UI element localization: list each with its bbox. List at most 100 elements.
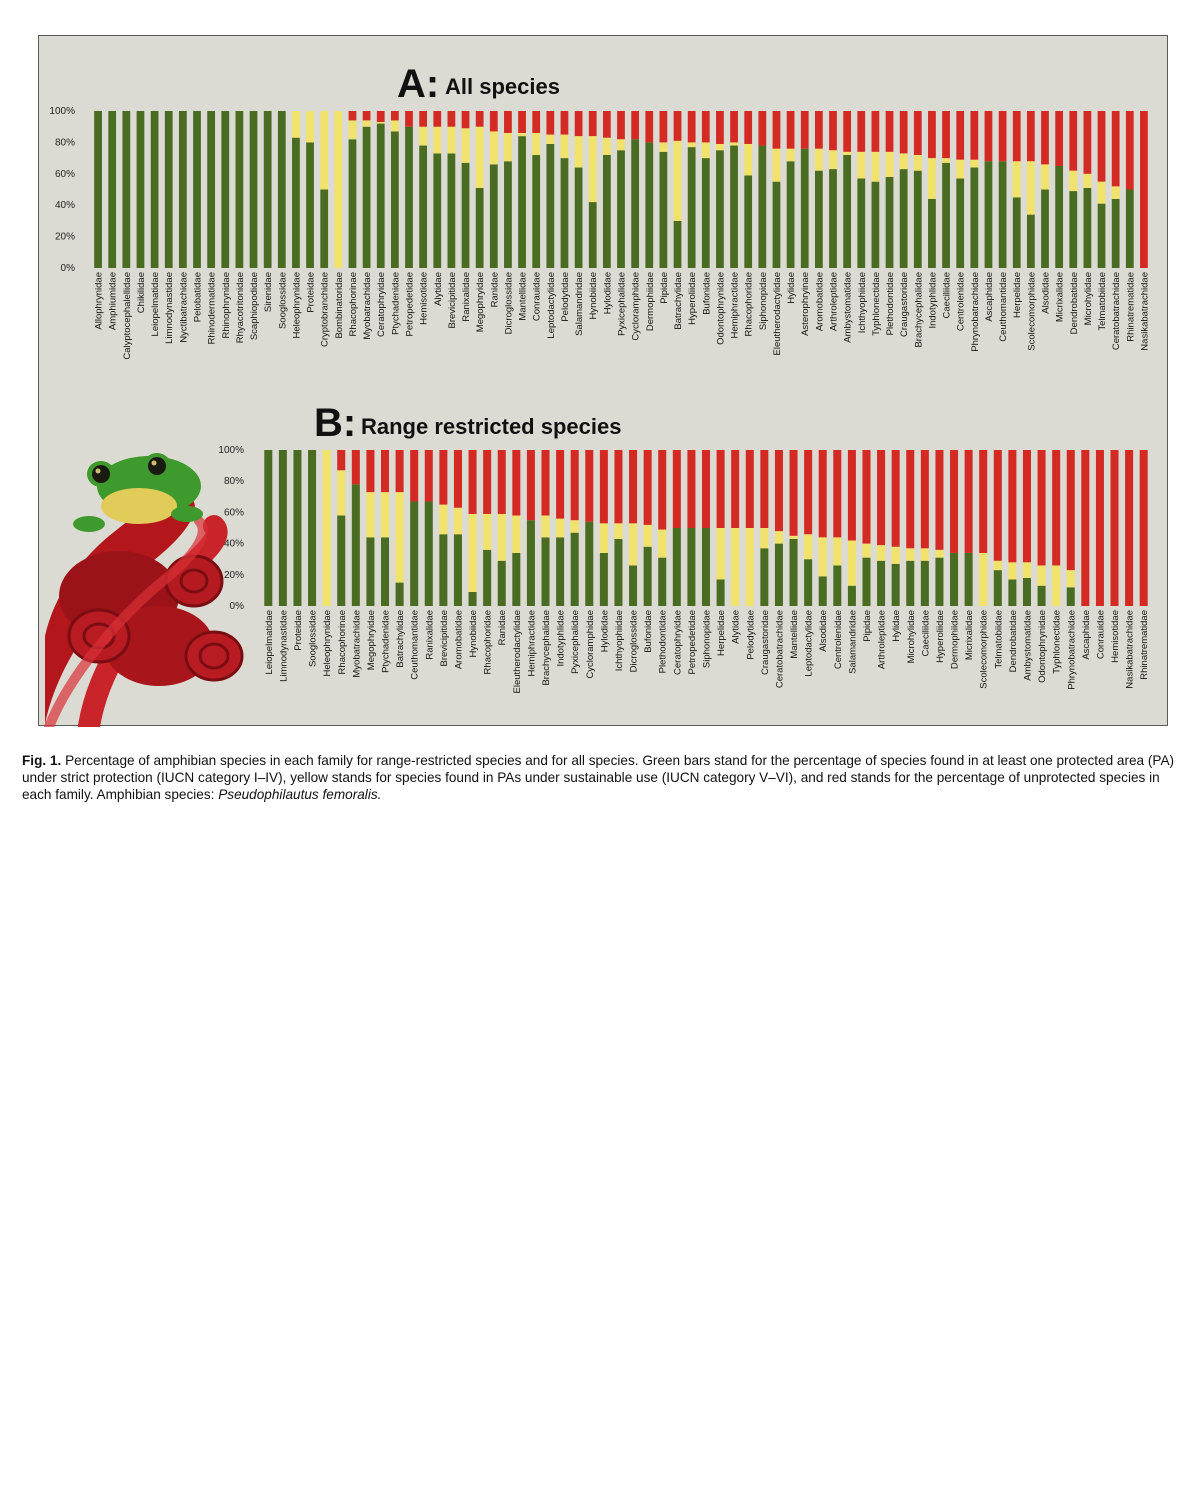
x-label-caeciliidae: Caeciliidae (942, 272, 953, 318)
bar-sustainable-typhlonectidae (871, 151, 880, 182)
bar-strict-bufonidae (701, 158, 710, 268)
bar-strict-batrachylidae (673, 220, 682, 268)
bar-sustainable-hylodidae (599, 523, 608, 553)
x-label-proteidae: Proteidae (293, 610, 304, 651)
bar-unprotected-aromobatidae (814, 111, 823, 149)
x-label-arthroleptidae: Arthroleptidae (829, 272, 840, 331)
bar-sustainable-caeciliidae (920, 548, 929, 561)
bar-unprotected-ceuthomantidae (998, 111, 1007, 162)
bar-unprotected-hemisotidae (419, 111, 428, 127)
bar-unprotected-myobatrachidae (362, 111, 371, 121)
x-label-hyperoliidae: Hyperoliidae (935, 610, 946, 663)
bar-sustainable-conrauidae (532, 132, 541, 155)
bar-strict-sooglossidae (308, 450, 317, 606)
x-label-ambystomatidae: Ambystomatidae (843, 272, 854, 343)
x-label-nasikabatrachidae: Nasikabatrachidae (1139, 272, 1150, 351)
x-label-craugastoridae: Craugastoridae (760, 610, 771, 675)
bar-unprotected-brevicipitidae (439, 450, 448, 505)
bar-strict-hemiphractidae (730, 145, 738, 268)
bar-sustainable-bombinatoridae (334, 111, 343, 268)
bar-unprotected-megophryidae (475, 111, 484, 127)
x-label-leiopelmatidae: Leiopelmatidae (264, 610, 275, 674)
x-label-scolecomorphidae: Scolecomorphidae (979, 610, 990, 689)
panel-b-title: Range restricted species (361, 414, 621, 439)
bar-strict-proteidae (293, 450, 302, 606)
bar-strict-hynobiidae (468, 591, 477, 606)
chart-a-ytick: 80% (55, 137, 75, 148)
bar-strict-amphiumidae (108, 111, 117, 268)
x-label-siphonopidae: Siphonopidae (702, 610, 713, 668)
bar-strict-limnodynastidae (278, 450, 287, 606)
bar-unprotected-ceratobatrachidae (774, 450, 783, 532)
bar-sustainable-arthroleptidae (829, 150, 837, 170)
bar-strict-microhylidae (1083, 187, 1092, 268)
bar-strict-eleutherodactylidae (772, 181, 781, 268)
bar-strict-ichthyophiidae (614, 538, 623, 606)
x-label-ptychadenidae: Ptychadenidae (390, 272, 401, 335)
bar-strict-ranixalidae (461, 162, 470, 268)
bar-sustainable-salamandridae (574, 136, 583, 168)
bar-sustainable-dicroglossidae (629, 523, 638, 566)
x-label-eleutherodactylidae: Eleutherodactylidae (512, 610, 523, 693)
figure-panel: 0% 20% 40% 60% 80% 100% Allophrynidae Amphiumid… (38, 35, 1168, 727)
bar-unprotected-ceratophryidae (672, 450, 681, 528)
x-label-myobatrachidae: Myobatrachidae (351, 610, 362, 678)
x-label-rhacophoridae: Rhacophoridae (744, 272, 755, 336)
x-label-hemisotidae: Hemisotidae (1110, 610, 1121, 663)
bar-sustainable-centrolenidae (956, 159, 965, 179)
bar-sustainable-telmatobiidae (1097, 181, 1106, 204)
bar-strict-pyxicephalidae (617, 150, 625, 268)
bar-strict-scaphiopodidae (249, 111, 258, 268)
bar-unprotected-brachycephalidae (541, 450, 550, 516)
x-label-ceratophryidae: Ceratophryidae (376, 272, 387, 337)
bar-strict-ceuthomantidae (998, 161, 1007, 268)
bar-unprotected-asterophryinae (800, 111, 809, 149)
bar-strict-centrolenidae (833, 565, 842, 606)
bar-unprotected-salamandridae (847, 450, 856, 541)
frog-on-red-plant-icon (44, 453, 244, 727)
caption-species: Pseudophilautus femoralis. (218, 787, 382, 802)
x-label-hyperoliidae: Hyperoliidae (687, 272, 698, 325)
bar-unprotected-ascaphidae (1081, 450, 1090, 606)
bar-strict-salamandridae (574, 167, 583, 268)
chart-b-ytick: 60% (224, 507, 244, 518)
x-label-craugastoridae: Craugastoridae (899, 272, 910, 337)
x-label-rhyacotritonidae: Rhyacotritonidae (235, 272, 246, 343)
x-label-hylidae: Hylidae (786, 272, 797, 304)
bar-unprotected-ptychadenidae (381, 450, 390, 493)
bar-sustainable-hynobiidae (468, 513, 477, 592)
bar-strict-caeciliidae (920, 560, 929, 606)
bar-sustainable-odontophrynidae (716, 143, 724, 151)
bar-unprotected-dermophiidae (645, 111, 654, 143)
bar-strict-alsodidae (1041, 189, 1049, 268)
bar-unprotected-odontophrynidae (716, 111, 724, 144)
bar-sustainable-brevicipitidae (439, 504, 448, 535)
bar-strict-centrolenidae (956, 178, 965, 268)
bar-strict-ranixalidae (424, 501, 433, 606)
bar-unprotected-pelodytidae (745, 450, 754, 528)
x-label-odontophrynidae: Odontophrynidae (715, 272, 726, 345)
bar-unprotected-scolecomorphidae (1026, 111, 1035, 162)
bar-strict-ceratophryidae (672, 528, 681, 606)
bar-unprotected-caeciliidae (920, 450, 929, 549)
bar-strict-brachycephalidae (913, 170, 922, 268)
x-label-hemisotidae: Hemisotidae (419, 272, 430, 325)
bar-sustainable-herpelidae (716, 528, 725, 580)
bar-unprotected-alsodidae (1041, 111, 1049, 165)
x-label-sooglossidae: Sooglossidae (277, 272, 288, 329)
bar-strict-siphonopidae (701, 528, 711, 606)
bar-strict-alsodidae (818, 576, 827, 606)
bar-sustainable-pipidae (659, 142, 668, 152)
bar-sustainable-craugastoridae (760, 528, 769, 549)
x-label-brevicipitidae: Brevicipitidae (447, 272, 458, 329)
x-label-aromobatidae: Aromobatidae (814, 272, 825, 331)
x-label-siphonopidae: Siphonopidae (758, 272, 769, 330)
bar-strict-batrachylidae (395, 582, 404, 606)
bar-unprotected-indotyphlidae (928, 111, 936, 159)
x-label-rhinodermatidae: Rhinodermatidae (207, 272, 218, 344)
bar-sustainable-ptychadenidae (381, 492, 390, 538)
bar-sustainable-hemiphractidae (730, 142, 738, 146)
bar-sustainable-brachycephalidae (913, 154, 922, 171)
bar-unprotected-brachycephalidae (913, 111, 922, 155)
x-label-nasikabatrachidae: Nasikabatrachidae (1125, 610, 1136, 689)
